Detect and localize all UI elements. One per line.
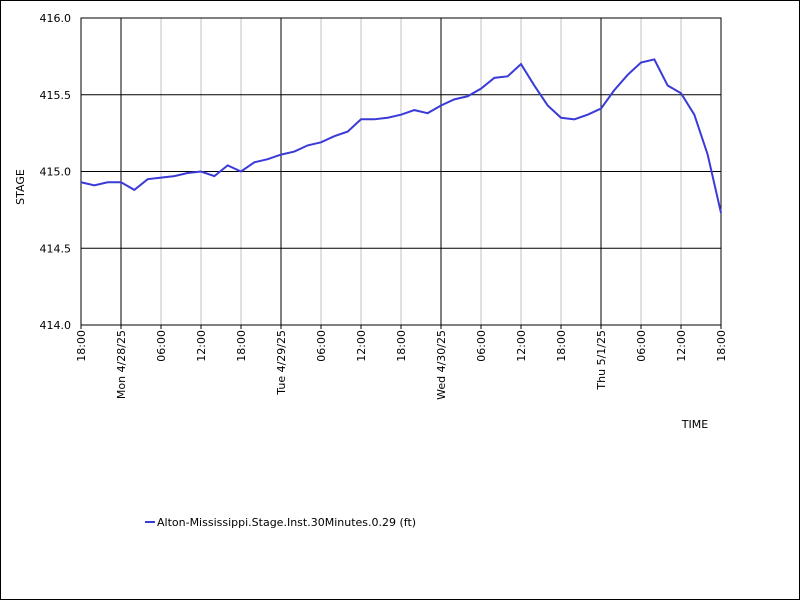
x-tick-label: 06:00 <box>315 330 328 362</box>
data-line <box>80 58 722 214</box>
x-tick-label: 12:00 <box>515 330 528 362</box>
x-axis-label: TIME <box>681 418 708 431</box>
x-tick-label: 12:00 <box>675 330 688 362</box>
legend-label: Alton-Mississippi.Stage.Inst.30Minutes.0… <box>157 516 416 529</box>
y-tick-label: 414.5 <box>40 242 72 255</box>
x-tick-label: Wed 4/30/25 <box>435 330 448 400</box>
x-tick-label: 18:00 <box>235 330 248 362</box>
y-tick-label: 416.0 <box>40 12 72 25</box>
x-tick-label: Tue 4/29/25 <box>275 330 288 396</box>
x-tick-label: Thu 5/1/25 <box>595 330 608 391</box>
x-tick-label: Mon 4/28/25 <box>115 330 128 399</box>
x-tick-label: 18:00 <box>555 330 568 362</box>
x-tick-label: 06:00 <box>155 330 168 362</box>
y-tick-label: 415.5 <box>40 89 72 102</box>
x-tick-label: 12:00 <box>355 330 368 362</box>
x-tick-label: 18:00 <box>715 330 728 362</box>
x-tick-label: 06:00 <box>635 330 648 362</box>
x-tick-label: 18:00 <box>75 330 88 362</box>
x-tick-label: 18:00 <box>395 330 408 362</box>
x-tick-label: 06:00 <box>475 330 488 362</box>
x-tick-label: 12:00 <box>195 330 208 362</box>
y-axis-label: STAGE <box>14 169 27 205</box>
plot-frame <box>80 17 722 326</box>
y-tick-label: 414.0 <box>40 319 72 332</box>
y-tick-label: 415.0 <box>40 166 72 179</box>
